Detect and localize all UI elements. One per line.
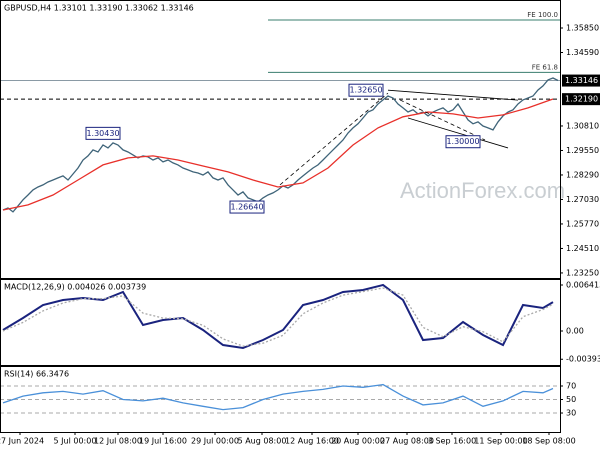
y-tick-label: 30 bbox=[566, 409, 576, 418]
y-tick-label: 0.00 bbox=[566, 327, 584, 336]
panel-border bbox=[0, 279, 561, 366]
annotation-box bbox=[85, 126, 121, 140]
annotation-box bbox=[445, 135, 481, 149]
fe-label: FE 100.0 bbox=[527, 11, 558, 19]
y-tick-label: 1.28290 bbox=[566, 170, 599, 179]
y-tick-label: 1.25770 bbox=[566, 219, 599, 228]
y-tick-label: 1.23250 bbox=[566, 268, 599, 277]
x-tick-label: 29 Jul 00:00 bbox=[191, 437, 239, 446]
watermark: ActionForex.com bbox=[400, 178, 565, 203]
trendline bbox=[387, 89, 519, 101]
price-label-box bbox=[562, 74, 600, 87]
price-label: 1.33146 bbox=[565, 76, 598, 85]
x-tick-label: 3 Sep 16:00 bbox=[428, 437, 476, 446]
y-tick-label: 1.27030 bbox=[566, 195, 599, 204]
annotation-label: 1.26640 bbox=[230, 203, 263, 212]
x-tick-label: 11 Sep 00:00 bbox=[474, 437, 527, 446]
trendline bbox=[279, 92, 389, 186]
y-tick-label: 70 bbox=[566, 381, 576, 390]
y-tick-label: 1.29550 bbox=[566, 146, 599, 155]
x-tick-label: 18 Sep 08:00 bbox=[522, 437, 575, 446]
series-line bbox=[2, 383, 554, 411]
fe-label: FE 61.8 bbox=[532, 63, 558, 71]
trendline bbox=[399, 99, 486, 141]
x-tick-label: 12 Aug 16:00 bbox=[285, 437, 339, 446]
panel-title: MACD(12,26,9) 0.004026 0.003739 bbox=[4, 283, 146, 292]
price-label-box bbox=[562, 93, 600, 106]
x-tick-label: 20 Aug 00:00 bbox=[331, 437, 385, 446]
annotation-box bbox=[229, 200, 265, 214]
panel-title: GBPUSD,H4 1.33101 1.33190 1.33062 1.3314… bbox=[4, 4, 194, 13]
annotation-label: 1.30430 bbox=[86, 129, 119, 138]
x-tick-label: 27 Jun 2024 bbox=[0, 437, 44, 446]
x-tick-label: 12 Jul 08:00 bbox=[94, 437, 142, 446]
series-line bbox=[2, 98, 554, 211]
panel-title: RSI(14) 66.3476 bbox=[4, 370, 69, 379]
y-tick-label: 1.30810 bbox=[566, 121, 599, 130]
y-tick-label: 1.24510 bbox=[566, 244, 599, 253]
trendline bbox=[407, 117, 509, 149]
annotation-label: 1.30000 bbox=[446, 137, 479, 146]
y-tick-label: 0.006413 bbox=[566, 281, 600, 290]
annotation-box bbox=[348, 83, 384, 97]
price-label: 1.32190 bbox=[565, 95, 598, 104]
panel-border bbox=[0, 0, 561, 279]
annotation-label: 1.32650 bbox=[349, 86, 382, 95]
y-tick-label: 1.35850 bbox=[566, 23, 599, 32]
x-tick-label: 27 Aug 08:00 bbox=[380, 437, 434, 446]
x-tick-label: 5 Jul 00:00 bbox=[54, 437, 97, 446]
y-tick-label: -0.003938 bbox=[566, 355, 600, 364]
x-tick-label: 19 Jul 16:00 bbox=[139, 437, 187, 446]
panel-border bbox=[0, 366, 561, 433]
x-tick-label: 5 Aug 08:00 bbox=[238, 437, 287, 446]
y-tick-label: 50 bbox=[566, 395, 576, 404]
y-tick-label: 1.34590 bbox=[566, 48, 599, 57]
series-line bbox=[2, 287, 554, 347]
